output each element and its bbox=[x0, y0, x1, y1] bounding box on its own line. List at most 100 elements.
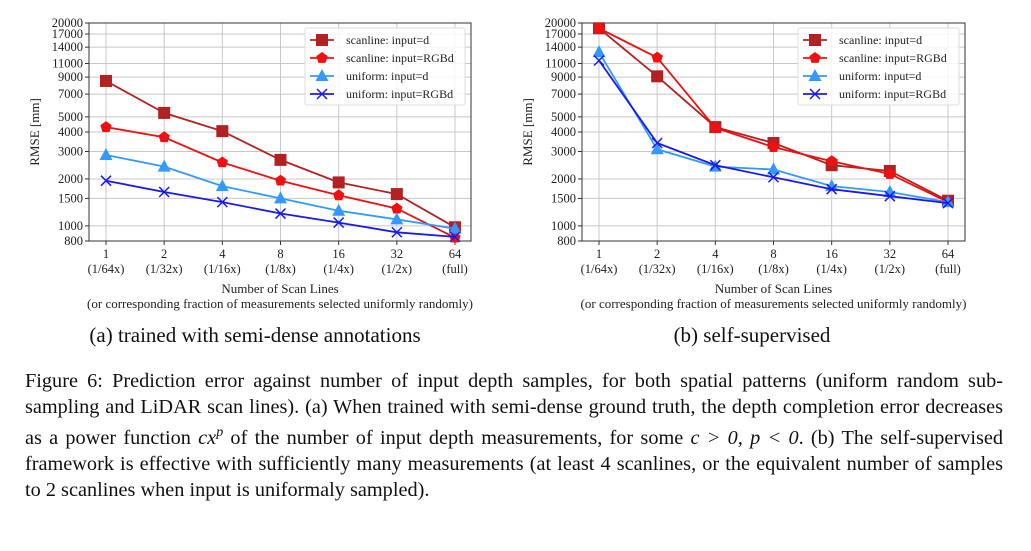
y-tick-label: 14000 bbox=[52, 40, 83, 54]
series-scanline-input-d bbox=[100, 74, 461, 234]
figure-caption: Figure 6: Prediction error against numbe… bbox=[25, 368, 1003, 503]
x-tick-label: 1 bbox=[596, 247, 602, 261]
x-tick-label: 16 bbox=[332, 247, 345, 261]
x-axis-label: Number of Scan Lines bbox=[715, 281, 832, 296]
x-tick-label: 4 bbox=[712, 247, 719, 261]
series-uniform-input-d bbox=[99, 147, 462, 234]
y-tick-label: 9000 bbox=[58, 70, 83, 84]
data-point bbox=[274, 153, 287, 166]
x-tick-sublabel: (1/2x) bbox=[875, 262, 906, 276]
data-point bbox=[274, 174, 287, 186]
series-uniform-input-rgbd bbox=[593, 54, 954, 209]
x-tick-label: 64 bbox=[942, 247, 955, 261]
legend-box bbox=[797, 27, 960, 106]
data-point bbox=[99, 147, 113, 160]
y-tick-label: 1500 bbox=[58, 191, 83, 205]
x-tick-label: 8 bbox=[770, 247, 776, 261]
data-point bbox=[884, 168, 896, 179]
data-point bbox=[448, 221, 462, 234]
data-point bbox=[767, 162, 780, 175]
x-axis-label-secondary: (or corresponding fraction of measuremen… bbox=[87, 296, 473, 311]
data-point bbox=[390, 188, 403, 201]
legend-label: uniform: input=RGBd bbox=[839, 87, 946, 101]
legend-label: uniform: input=RGBd bbox=[346, 87, 453, 101]
x-tick-sublabel: (full) bbox=[935, 262, 961, 276]
caption-text-2: of the number of input depth measurement… bbox=[223, 426, 691, 449]
data-point bbox=[449, 231, 461, 243]
x-tick-sublabel: (1/64x) bbox=[88, 262, 125, 276]
y-tick-label: 20000 bbox=[52, 16, 83, 30]
x-tick-label: 64 bbox=[449, 247, 462, 261]
y-axis-label: RMSE [mm] bbox=[27, 98, 42, 166]
data-point bbox=[157, 159, 171, 172]
data-point bbox=[767, 141, 780, 152]
y-tick-label: 4000 bbox=[551, 125, 576, 139]
data-point bbox=[884, 190, 896, 202]
data-point bbox=[158, 186, 170, 198]
data-point bbox=[158, 131, 170, 143]
caption-math-condition: c > 0, p < 0 bbox=[690, 426, 799, 449]
y-tick-label: 3000 bbox=[58, 144, 83, 158]
legend-marker bbox=[808, 69, 822, 81]
data-point bbox=[593, 54, 605, 67]
legend-label: uniform: input=d bbox=[839, 69, 921, 83]
y-tick-label: 17000 bbox=[545, 27, 576, 41]
y-tick-label: 800 bbox=[64, 234, 83, 248]
y-tick-label: 11000 bbox=[52, 56, 83, 70]
x-tick-label: 1 bbox=[103, 247, 109, 261]
data-point bbox=[216, 125, 229, 138]
legend-box bbox=[304, 27, 466, 106]
x-tick-label: 16 bbox=[825, 247, 838, 261]
y-tick-label: 14000 bbox=[545, 40, 576, 54]
y-tick-label: 1500 bbox=[551, 191, 576, 205]
data-point bbox=[826, 155, 838, 166]
x-tick-label: 4 bbox=[219, 247, 226, 261]
data-point bbox=[158, 106, 171, 119]
x-tick-sublabel: (1/32x) bbox=[639, 262, 676, 276]
figure-charts: 8001000150020003000400050007000900011000… bbox=[27, 16, 966, 311]
legend-label: uniform: input=d bbox=[346, 69, 428, 83]
data-point bbox=[651, 137, 663, 149]
legend: scanline: input=d scanline: input=RGBd uni… bbox=[797, 27, 960, 106]
x-tick-label: 8 bbox=[277, 247, 283, 261]
data-point bbox=[709, 121, 721, 133]
legend-marker bbox=[316, 34, 328, 46]
x-tick-sublabel: (1/16x) bbox=[697, 262, 734, 276]
x-tick-sublabel: (1/4x) bbox=[816, 262, 847, 276]
legend-label: scanline: input=RGBd bbox=[839, 51, 947, 65]
y-tick-label: 4000 bbox=[58, 125, 83, 139]
legend-marker bbox=[809, 34, 821, 46]
data-point bbox=[391, 202, 403, 214]
legend-label: scanline: input=d bbox=[346, 33, 429, 47]
x-tick-label: 32 bbox=[391, 247, 404, 261]
y-tick-label: 1000 bbox=[58, 219, 83, 233]
legend-marker bbox=[316, 88, 328, 100]
x-tick-sublabel: (1/2x) bbox=[382, 262, 413, 276]
data-point bbox=[216, 156, 228, 168]
x-tick-label: 32 bbox=[884, 247, 897, 261]
legend-label: scanline: input=d bbox=[839, 33, 922, 47]
y-tick-label: 3000 bbox=[551, 144, 576, 158]
y-tick-label: 7000 bbox=[551, 87, 576, 101]
subcaption-a: (a) trained with semi-dense annotations bbox=[89, 323, 421, 347]
y-tick-label: 7000 bbox=[58, 87, 83, 101]
data-point bbox=[274, 208, 287, 220]
y-tick-label: 1000 bbox=[551, 219, 576, 233]
x-tick-sublabel: (1/64x) bbox=[581, 262, 618, 276]
series-uniform-input-rgbd bbox=[100, 175, 461, 243]
x-tick-sublabel: (full) bbox=[442, 262, 468, 276]
legend-marker bbox=[315, 69, 329, 81]
legend-marker bbox=[809, 52, 821, 63]
y-tick-label: 9000 bbox=[551, 70, 576, 84]
data-point bbox=[100, 175, 112, 187]
data-point bbox=[650, 142, 664, 155]
y-tick-label: 20000 bbox=[545, 16, 576, 30]
y-tick-label: 5000 bbox=[551, 110, 576, 124]
data-point bbox=[332, 176, 345, 189]
data-point bbox=[651, 70, 664, 83]
data-point bbox=[215, 179, 229, 192]
plot-frame bbox=[581, 22, 966, 242]
data-point bbox=[216, 196, 228, 208]
